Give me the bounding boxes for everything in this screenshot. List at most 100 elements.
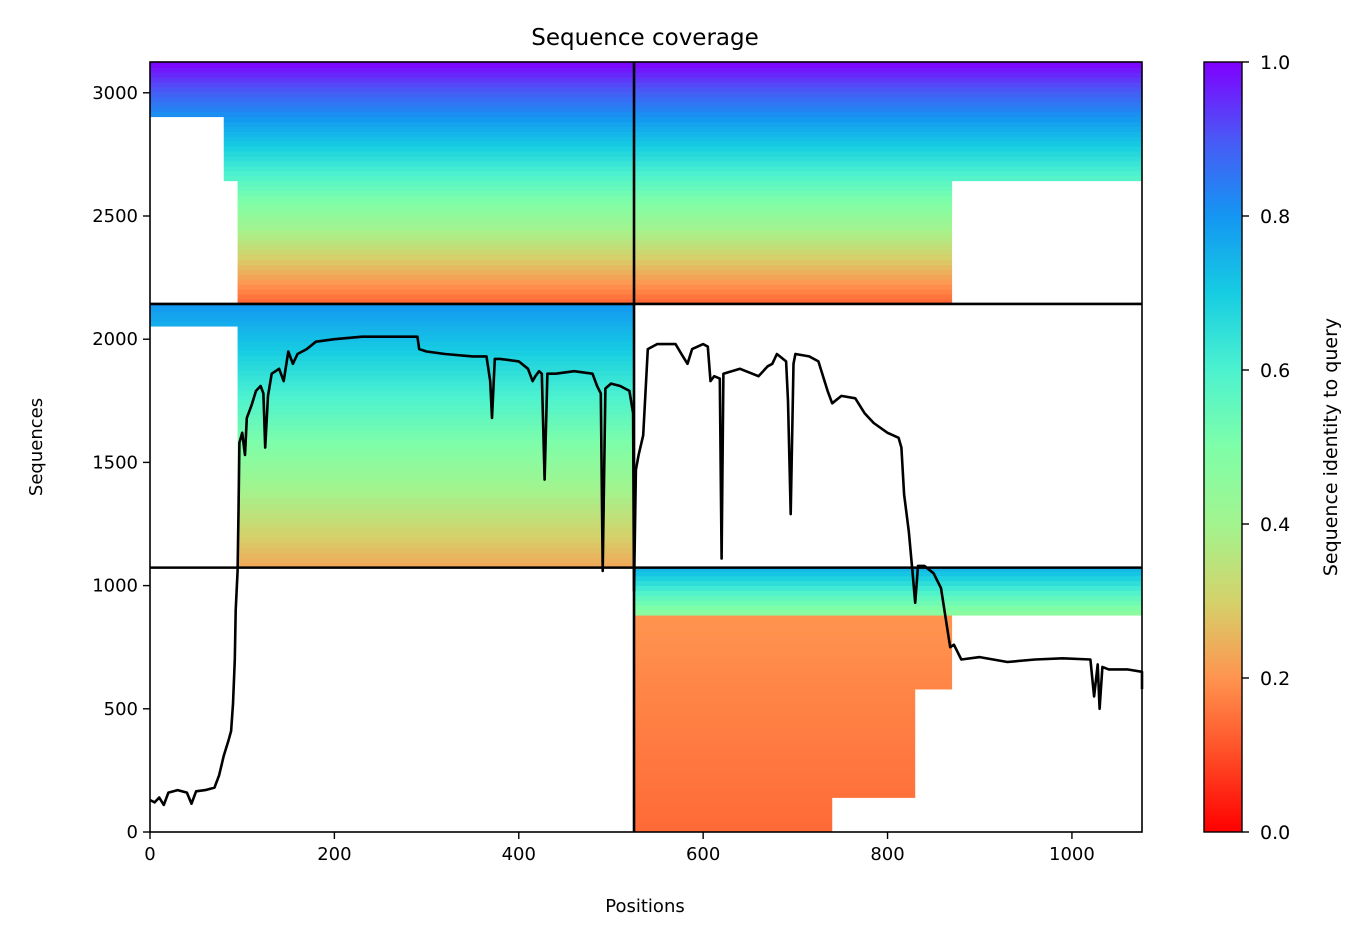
heatmap-band [634, 758, 916, 764]
heatmap-band [237, 230, 635, 236]
colorbar [1203, 61, 1243, 833]
heatmap-band [634, 743, 916, 749]
heatmap-band [634, 239, 953, 246]
heatmap-band [634, 595, 1142, 601]
heatmap-band [150, 303, 635, 307]
heatmap-band [634, 92, 1142, 98]
heatmap-band [634, 748, 916, 754]
x-tick-label: 800 [870, 844, 904, 865]
heatmap-band [634, 674, 953, 680]
heatmap-band [237, 225, 635, 231]
heatmap-band [634, 767, 916, 774]
heatmap-band [634, 106, 1142, 113]
heatmap-band [237, 547, 635, 554]
heatmap-band [150, 62, 635, 68]
heatmap-band [634, 111, 1142, 118]
heatmap-band [237, 528, 635, 534]
heatmap-band [634, 264, 953, 270]
heatmap-band [634, 215, 953, 221]
heatmap-band [634, 131, 1142, 137]
heatmap-band [237, 185, 635, 192]
heatmap-band [634, 728, 916, 734]
heatmap-band [634, 161, 1142, 167]
heatmap-band [634, 170, 1142, 177]
heatmap-band [634, 787, 916, 793]
heatmap-band [150, 316, 635, 322]
heatmap-band [634, 772, 916, 779]
heatmap-band [634, 259, 953, 265]
heatmap-band [150, 87, 635, 93]
heatmap-band [634, 639, 953, 646]
heatmap-band [237, 284, 635, 290]
heatmap-band [634, 254, 953, 261]
y-tick-label: 500 [104, 699, 138, 720]
colorbar-label: Sequence identity to query [1320, 318, 1342, 576]
heatmap-band [237, 180, 635, 187]
heatmap-band [634, 664, 953, 670]
heatmap-band [634, 284, 953, 290]
heatmap-band [237, 294, 635, 300]
heatmap-band [634, 625, 953, 631]
heatmap-band [237, 264, 635, 270]
heatmap-band [634, 96, 1142, 103]
heatmap-band [634, 77, 1142, 83]
y-tick-label: 3000 [92, 83, 138, 104]
colorbar-tick-label: 0.8 [1260, 206, 1290, 228]
heatmap-band [634, 274, 953, 280]
heatmap-band [634, 195, 953, 201]
heatmap-band [634, 600, 1142, 606]
heatmap-band [634, 126, 1142, 132]
heatmap-band [634, 698, 916, 705]
heatmap-band [237, 503, 635, 509]
heatmap-band [634, 570, 1142, 577]
heatmap-band [634, 567, 1142, 572]
heatmap-band [223, 170, 635, 177]
heatmap-band [634, 269, 953, 275]
heatmap-band [150, 101, 635, 108]
heatmap-band [634, 763, 916, 769]
heatmap-band [634, 817, 833, 823]
heatmap-band [634, 67, 1142, 73]
heatmap-band [634, 659, 953, 665]
heatmap-band [223, 161, 635, 167]
heatmap-band [634, 101, 1142, 108]
heatmap-band [237, 493, 635, 500]
heatmap-band [237, 340, 635, 347]
heatmap-band [634, 180, 953, 187]
heatmap-band [634, 703, 916, 710]
heatmap-band [237, 562, 635, 569]
heatmap-band [237, 254, 635, 261]
heatmap-band [237, 375, 635, 381]
heatmap-band [634, 634, 953, 641]
y-axis-label: Sequences [26, 398, 47, 496]
heatmap-band [634, 121, 1142, 127]
heatmap-band [237, 234, 635, 241]
heatmap-band [237, 444, 635, 450]
heatmap-band [237, 459, 635, 465]
heatmap-band [634, 165, 1142, 172]
heatmap-band [634, 644, 953, 651]
heatmap-band [634, 87, 1142, 93]
heatmap-band [150, 306, 635, 312]
heatmap-band [634, 689, 916, 695]
heatmap-band [150, 72, 635, 78]
heatmap-band [237, 331, 635, 337]
heatmap-band [634, 620, 953, 626]
heatmap-band [237, 390, 635, 396]
heatmap-band [237, 210, 635, 216]
heatmap-band [237, 478, 635, 485]
heatmap-band [634, 294, 953, 300]
heatmap-band [237, 538, 635, 544]
heatmap-band [634, 175, 1142, 182]
heatmap-band [634, 575, 1142, 582]
heatmap-band [237, 473, 635, 480]
plot-frame [149, 61, 1143, 833]
heatmap-band [634, 185, 953, 192]
heatmap-band [634, 190, 953, 196]
colorbar-axis: 0.0 0.2 0.4 0.6 0.8 1.0 [1242, 52, 1290, 844]
heatmap-band [150, 96, 635, 103]
heatmap-band [634, 649, 953, 655]
heatmap-band [634, 629, 953, 636]
heatmap-band [634, 713, 916, 720]
heatmap-band [237, 335, 635, 342]
